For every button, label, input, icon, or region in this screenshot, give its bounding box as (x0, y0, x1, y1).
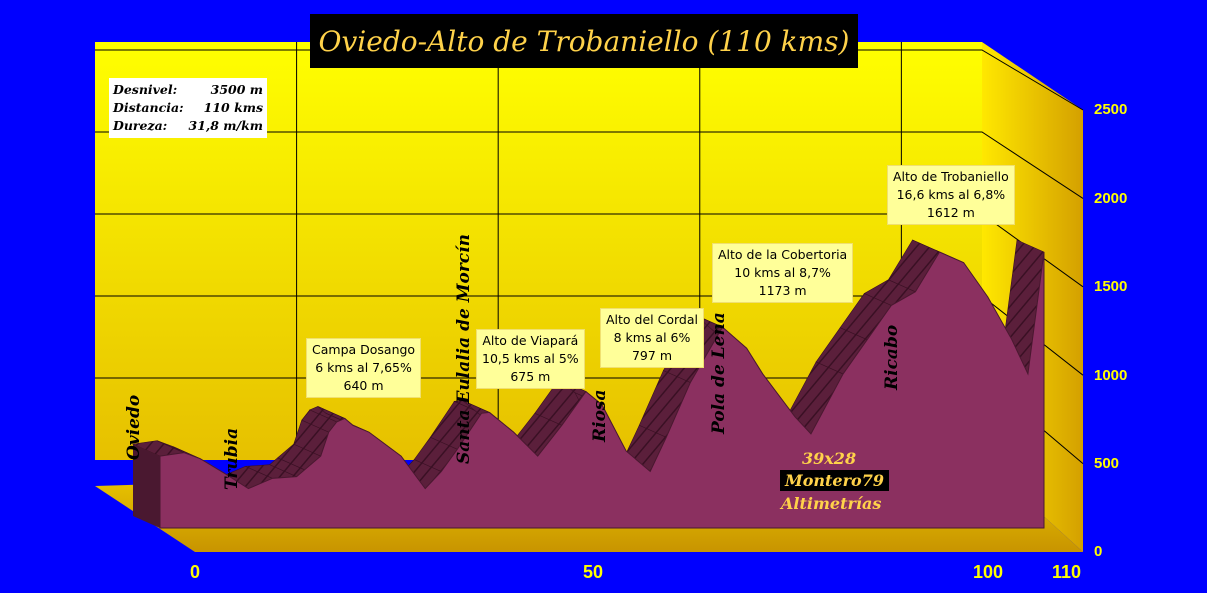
callout-altitude: 1173 m (758, 283, 807, 298)
callout-altitude: 1612 m (926, 205, 975, 220)
profile-front-face (159, 251, 1045, 529)
stat-label: Desnivel: (113, 82, 178, 97)
stats-box: Desnivel: 3500 m Distancia: 110 kms Dure… (109, 78, 267, 138)
y-tick-label: 1000 (1094, 367, 1128, 384)
stat-value: 3500 m (210, 82, 263, 97)
y-tick-label: 500 (1094, 455, 1120, 472)
callout-alto-de-viapara: Alto de Viapará 10,5 kms al 5% 675 m (476, 329, 585, 389)
callout-detail: 10,5 kms al 5% (482, 351, 579, 366)
y-tick-label: 2500 (1094, 101, 1128, 118)
place-oviedo: Oviedo (124, 394, 144, 460)
stat-value: 31,8 m/km (188, 118, 263, 133)
chart-title-box: Oviedo-Alto de Trobaniello (110 kms) (310, 14, 858, 68)
callout-name: Alto del Cordal (606, 312, 698, 327)
y-tick-label: 1500 (1094, 278, 1128, 295)
credit-site: Altimetrías (781, 494, 882, 513)
callout-name: Alto de la Cobertoria (718, 247, 848, 262)
callout-altitude: 797 m (631, 348, 672, 363)
x-tick-label: 100 (973, 562, 1004, 582)
x-tick-label: 0 (190, 562, 201, 582)
place-trubia: Trubia (222, 427, 242, 490)
stat-label: Distancia: (113, 100, 184, 115)
stat-desnivel: Desnivel: 3500 m (109, 81, 267, 99)
callout-altitude: 640 m (343, 378, 384, 393)
callout-campa-dosango: Campa Dosango 6 kms al 7,65% 640 m (306, 338, 422, 398)
place-ricabo: Ricabo (882, 324, 902, 390)
credit-gearing: 39x28 (802, 449, 857, 468)
credit-author: Montero79 (780, 470, 889, 491)
callout-alto-de-trobaniello: Alto de Trobaniello 16,6 kms al 6,8% 161… (887, 165, 1015, 225)
gridline (95, 131, 1084, 199)
callout-altitude: 675 m (510, 369, 551, 384)
place-santa-eulalia: Santa Eulalia de Morcín (454, 234, 474, 464)
callout-alto-de-la-cobertoria: Alto de la Cobertoria 10 kms al 8,7% 117… (712, 243, 854, 303)
y-tick-label: 0 (1094, 543, 1103, 560)
callout-detail: 10 kms al 8,7% (734, 265, 831, 280)
stat-label: Dureza: (113, 118, 168, 133)
x-tick-label: 50 (583, 562, 604, 582)
place-riosa: Riosa (590, 389, 610, 442)
callout-detail: 8 kms al 6% (613, 330, 691, 345)
stat-dureza: Dureza: 31,8 m/km (109, 117, 267, 135)
y-tick-label: 2000 (1094, 190, 1128, 207)
profile-area (131, 239, 1045, 529)
profile-end-cap (133, 444, 160, 528)
callout-name: Campa Dosango (312, 342, 416, 357)
x-tick-label: 110 (1052, 562, 1082, 582)
callout-name: Alto de Trobaniello (893, 169, 1009, 184)
stat-distancia: Distancia: 110 kms (109, 99, 267, 117)
callout-alto-del-cordal: Alto del Cordal 8 kms al 6% 797 m (600, 308, 704, 368)
callout-detail: 16,6 kms al 6,8% (896, 187, 1006, 202)
callout-detail: 6 kms al 7,65% (315, 360, 412, 375)
chart-title: Oviedo-Alto de Trobaniello (110 kms) (318, 24, 850, 58)
place-pola-de-lena: Pola de Lena (709, 312, 729, 434)
stat-value: 110 kms (203, 100, 263, 115)
callout-name: Alto de Viapará (482, 333, 579, 348)
